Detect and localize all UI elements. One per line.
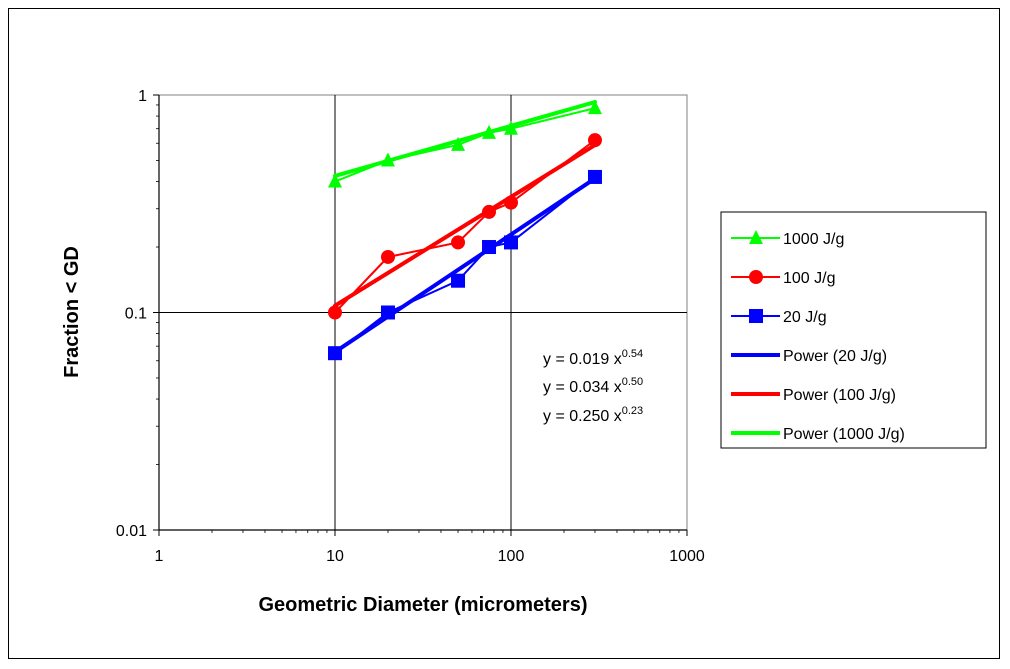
legend-entry: Power (100 J/g) xyxy=(731,387,896,404)
x-axis-ticks: 1 10 100 1000 xyxy=(155,530,705,565)
series-line xyxy=(334,139,596,314)
legend-label: Power (20 J/g) xyxy=(783,348,887,365)
data-point xyxy=(482,240,497,255)
trendline-equations: y = 0.019 x0.54 y = 0.034 x0.50 y = 0.25… xyxy=(543,348,643,425)
data-series xyxy=(328,100,602,361)
y-tick-label: 0.1 xyxy=(125,306,147,323)
data-point xyxy=(328,346,342,361)
data-point xyxy=(749,270,763,284)
y-axis-ticks: 0.01 0.1 1 xyxy=(116,88,159,540)
data-point xyxy=(749,230,763,244)
data-point xyxy=(451,235,466,250)
x-tick-label: 1 xyxy=(155,548,164,565)
legend-label: 20 J/g xyxy=(783,309,827,326)
y-axis-title: Fraction < GD xyxy=(61,246,83,378)
x-axis-title: Geometric Diameter (micrometers) xyxy=(258,594,587,616)
legend-label: Power (1000 J/g) xyxy=(783,426,905,443)
legend-label: Power (100 J/g) xyxy=(783,387,896,404)
data-point xyxy=(451,273,466,288)
x-tick-label: 10 xyxy=(326,548,344,565)
legend-box xyxy=(720,211,987,449)
data-point xyxy=(749,309,763,323)
data-point xyxy=(380,152,395,167)
legend-label: 100 J/g xyxy=(783,270,835,287)
x-tick-label: 100 xyxy=(498,548,525,565)
legend: 1000 J/g 100 J/g 20 J/g Power (20 J/g) Power… xyxy=(720,211,987,449)
data-point xyxy=(587,100,602,115)
equation-1000: y = 0.250 x0.23 xyxy=(543,405,643,425)
data-point xyxy=(504,195,518,210)
legend-entry: 100 J/g xyxy=(731,270,835,287)
y-tick-label: 0.01 xyxy=(116,523,147,540)
data-point xyxy=(451,136,466,151)
data-point xyxy=(587,169,602,184)
data-point xyxy=(328,173,342,188)
data-point xyxy=(380,305,395,320)
equation-100: y = 0.034 x0.50 xyxy=(543,376,643,396)
data-point xyxy=(328,305,342,320)
data-point xyxy=(482,124,497,139)
data-point xyxy=(504,120,518,135)
y-tick-label: 1 xyxy=(138,88,147,105)
series-line xyxy=(334,176,596,354)
data-point xyxy=(380,249,395,264)
equation-20: y = 0.019 x0.54 xyxy=(543,348,643,368)
legend-entry: Power (20 J/g) xyxy=(731,348,887,365)
legend-entry: 20 J/g xyxy=(731,309,827,326)
legend-entry: Power (1000 J/g) xyxy=(731,426,905,443)
x-tick-label: 1000 xyxy=(669,548,705,565)
fit-line xyxy=(333,176,597,354)
data-point xyxy=(587,133,602,148)
data-point xyxy=(482,204,497,219)
legend-label: 1000 J/g xyxy=(783,231,844,248)
legend-entry: 1000 J/g xyxy=(731,230,844,248)
gridlines xyxy=(158,95,687,531)
series-line xyxy=(334,107,596,183)
data-point xyxy=(504,235,518,250)
